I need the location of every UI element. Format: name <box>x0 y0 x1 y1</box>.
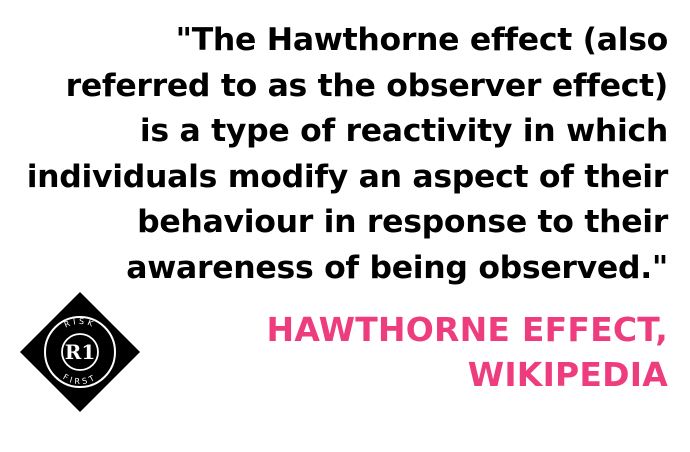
risk-first-logo: RISK FIRST R1 <box>20 292 140 412</box>
quote-line: individuals modify an aspect of their <box>26 158 669 195</box>
quote-line: awareness of being observed." <box>126 249 668 286</box>
attribution: HAWTHORNE EFFECT, WIKIPEDIA <box>267 307 668 397</box>
logo-inner-circle <box>61 333 99 371</box>
quote-line: referred to as the observer effect) <box>65 67 669 104</box>
quote-text: "The Hawthorne effect (also referred to … <box>8 18 669 291</box>
quote-line: is a type of reactivity in which <box>139 113 668 149</box>
quote-line: "The Hawthorne effect (also <box>175 22 669 58</box>
attribution-source: HAWTHORNE EFFECT, <box>266 310 668 349</box>
logo-monogram: R1 <box>65 340 96 364</box>
attribution-site: WIKIPEDIA <box>467 355 668 394</box>
logo-top-text: RISK <box>63 317 97 330</box>
logo-diamond <box>20 292 140 412</box>
logo-circle <box>44 316 116 388</box>
quote-line: behaviour in response to their <box>137 204 668 240</box>
risk-first-logo-icon: RISK FIRST R1 <box>20 292 140 412</box>
